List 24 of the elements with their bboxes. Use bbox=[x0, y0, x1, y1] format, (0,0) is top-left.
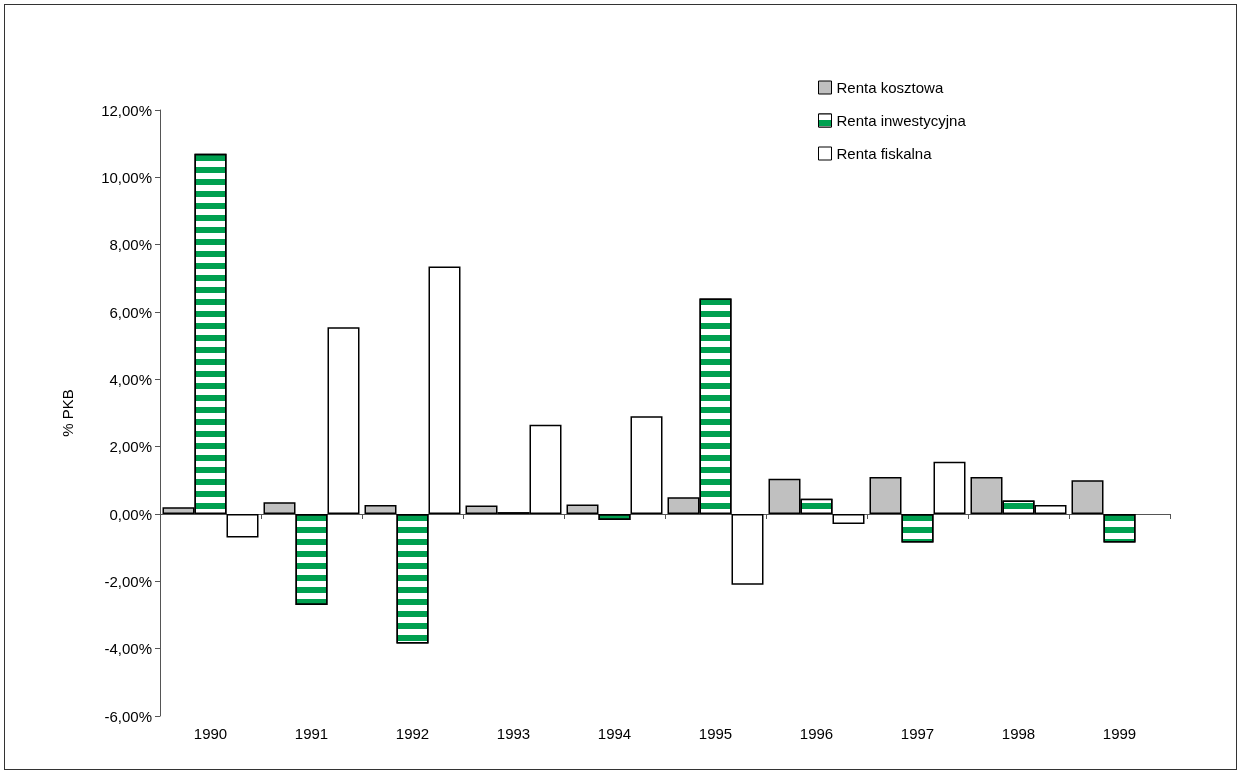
y-tick-label: 8,00% bbox=[109, 236, 152, 254]
y-tick-label: -4,00% bbox=[104, 640, 152, 658]
y-tick-label: 6,00% bbox=[109, 303, 152, 321]
legend-label: Renta inwestycyjna bbox=[836, 112, 967, 129]
x-tick-label: 1993 bbox=[496, 725, 531, 742]
y-tick-label: 12,00% bbox=[101, 101, 152, 119]
legend-label: Renta fiskalna bbox=[836, 145, 933, 162]
x-tick-label: 1999 bbox=[1102, 725, 1137, 742]
x-tick-label: 1990 bbox=[193, 725, 228, 742]
legend-label: Renta kosztowa bbox=[836, 79, 944, 96]
y-tick-label: 10,00% bbox=[101, 168, 152, 186]
x-tick-label: 1994 bbox=[597, 725, 632, 742]
y-axis-title: % PKB bbox=[59, 389, 76, 437]
x-tick-label: 1998 bbox=[1001, 725, 1036, 742]
x-tick-label: 1995 bbox=[698, 725, 733, 742]
x-tick-label: 1992 bbox=[395, 725, 430, 742]
x-tick-label: 1996 bbox=[799, 725, 834, 742]
y-tick-label: 4,00% bbox=[109, 370, 152, 388]
y-tick-label: 0,00% bbox=[109, 505, 152, 523]
x-tick-label: 1997 bbox=[900, 725, 935, 742]
y-tick-label: -6,00% bbox=[104, 707, 152, 725]
y-tick-label: -2,00% bbox=[104, 572, 152, 590]
x-tick-label: 1991 bbox=[294, 725, 329, 742]
y-tick-label: 2,00% bbox=[109, 438, 152, 456]
